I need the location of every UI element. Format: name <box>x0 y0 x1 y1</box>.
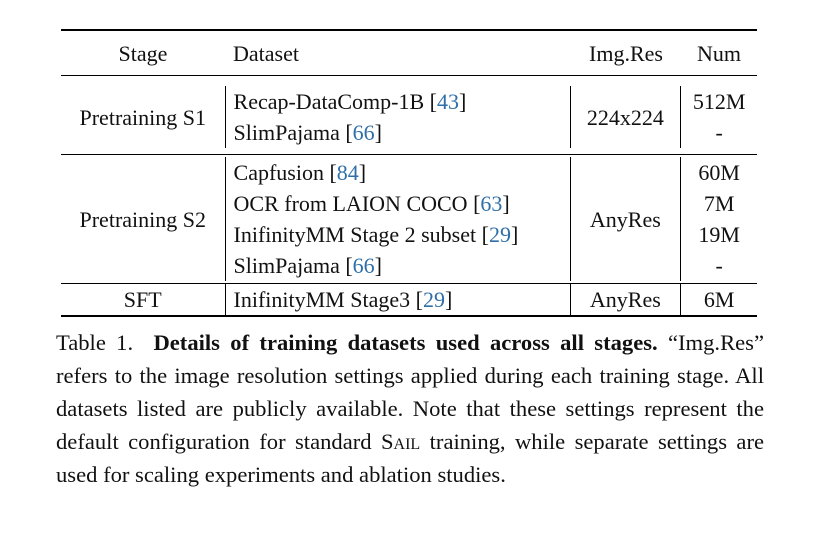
header-stage: Stage <box>118 40 168 66</box>
caption-label: Table 1. <box>56 330 134 355</box>
stage-cell: SFT <box>123 287 162 312</box>
stage-cell: Pretraining S2 <box>79 206 207 232</box>
stage-group-sft: SFT InifinityMM Stage3 [29] AnyRes 6M <box>61 284 757 315</box>
datasets-table: Stage Dataset Img.Res Num Pretraining S1… <box>61 29 757 317</box>
caption-title: Details of training datasets used across… <box>153 330 658 355</box>
citation-link[interactable]: 29 <box>488 222 511 247</box>
stage-cell: Pretraining S1 <box>79 104 207 130</box>
stage-group-pretraining-s1: Pretraining S1 Recap-DataComp-1B [43] Sl… <box>61 76 757 155</box>
header-dataset: Dataset <box>233 40 299 66</box>
citation-link[interactable]: 66 <box>352 253 375 278</box>
table-caption: Table 1. Details of training datasets us… <box>56 326 764 491</box>
header-num: Num <box>697 40 741 66</box>
dataset-row: SlimPajama [66] <box>233 120 382 145</box>
header-img-res: Img.Res <box>589 40 663 66</box>
stage-group-pretraining-s2: Pretraining S2 Capfusion [84] OCR from L… <box>61 155 757 284</box>
dataset-cell: Recap-DataComp-1B [43] SlimPajama [66] <box>224 86 570 148</box>
num-cell: 512M - <box>680 86 757 148</box>
citation-link[interactable]: 66 <box>352 120 375 145</box>
dataset-row: SlimPajama [66] <box>233 253 382 278</box>
dataset-row: InifinityMM Stage 2 subset [29] <box>233 222 519 247</box>
table-header: Stage Dataset Img.Res Num <box>61 31 757 76</box>
caption-text: “Img.Res” refers to the image resolution… <box>56 330 764 454</box>
citation-link[interactable]: 29 <box>422 287 445 312</box>
dataset-row: InifinityMM Stage3 [29] <box>233 287 453 312</box>
sail-name: Sail <box>380 429 421 454</box>
num-cell: 60M 7M 19M - <box>680 157 757 281</box>
citation-link[interactable]: 43 <box>436 89 459 114</box>
caption-text-end: training, while separate settings are us… <box>56 429 765 487</box>
dataset-row: OCR from LAION COCO [63] <box>233 191 510 216</box>
citation-link[interactable]: 84 <box>336 160 359 185</box>
citation-link[interactable]: 63 <box>480 191 503 216</box>
img-res-cell: AnyRes <box>569 284 681 315</box>
dataset-cell: Capfusion [84] OCR from LAION COCO [63] … <box>224 157 570 281</box>
img-res-cell: AnyRes <box>569 157 681 281</box>
dataset-row: Recap-DataComp-1B [43] <box>233 89 467 114</box>
dataset-row: Capfusion [84] <box>233 160 367 185</box>
num-cell: 6M <box>680 284 757 315</box>
dataset-cell: InifinityMM Stage3 [29] <box>224 284 570 315</box>
img-res-cell: 224x224 <box>569 86 681 148</box>
